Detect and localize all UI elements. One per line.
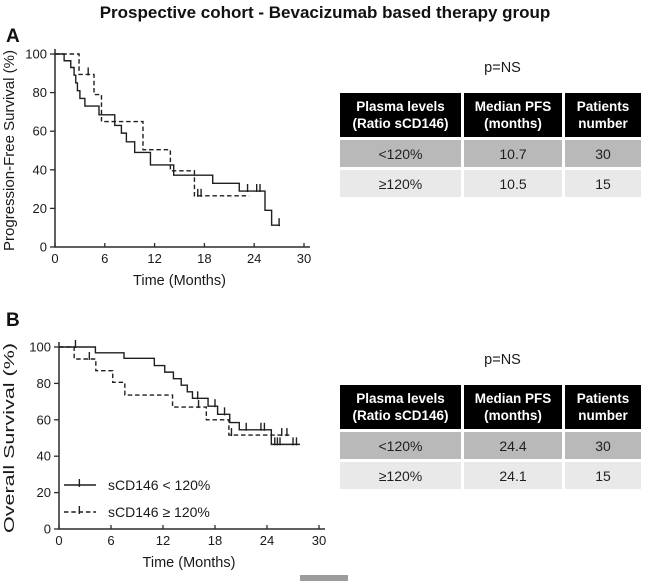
legend-label: sCD146 < 120% (108, 477, 210, 493)
km-curve-solid (59, 346, 300, 446)
os-table-header-plasma: Plasma levels (Ratio sCD146) (340, 385, 461, 429)
y-tick-label: 0 (44, 522, 51, 537)
panel-b-label: B (6, 310, 20, 331)
pfs-row1-median: 10.7 (464, 140, 562, 167)
km-curve-dashed (59, 346, 290, 436)
os-p-value: p=NS (484, 352, 521, 368)
x-tick-label: 6 (101, 251, 108, 266)
y-tick-label: 100 (29, 340, 51, 355)
page-edge-artifact (300, 575, 348, 581)
pfs-km-chart: 0 20 40 60 80 100 0 6 12 18 24 30 Time (Months) Progr… (2, 47, 311, 290)
x-tick-label: 0 (55, 533, 62, 548)
x-tick-label: 6 (107, 533, 114, 548)
y-tick-label: 20 (37, 485, 51, 500)
y-axis-label: Overall Survival (%) (2, 343, 18, 533)
x-tick-label: 30 (297, 251, 311, 266)
x-tick-label: 0 (51, 251, 58, 266)
y-tick-label: 20 (33, 201, 47, 216)
x-axis-label: Time (Months) (143, 555, 236, 571)
y-tick-label: 80 (33, 85, 47, 100)
os-table-header-median: Median PFS (months) (464, 385, 562, 429)
x-tick-label: 30 (312, 533, 326, 548)
figure-title: Prospective cohort - Bevacizumab based t… (99, 3, 551, 22)
pfs-table-header-patients: Patients number (565, 93, 641, 137)
os-row1-patients: 30 (565, 432, 641, 459)
x-axis-label: Time (Months) (133, 273, 226, 289)
os-row1-group: <120% (340, 432, 461, 459)
y-tick-label: 60 (33, 124, 47, 139)
x-tick-label: 18 (197, 251, 211, 266)
pfs-row2-patients: 15 (565, 170, 641, 197)
panel-a-label: A (6, 26, 20, 47)
pfs-row2-median: 10.5 (464, 170, 562, 197)
pfs-table-header-plasma: Plasma levels (Ratio sCD146) (340, 93, 461, 137)
y-tick-label: 40 (37, 449, 51, 464)
os-table: Plasma levels (Ratio sCD146) Median PFS … (340, 385, 641, 489)
y-tick-label: 100 (25, 47, 47, 62)
pfs-row1-patients: 30 (565, 140, 641, 167)
x-tick-label: 24 (260, 533, 274, 548)
os-table-header-patients: Patients number (565, 385, 641, 429)
os-row1-median: 24.4 (464, 432, 562, 459)
y-axis-label: Progression-Free Survival (%) (2, 50, 18, 251)
km-curve-dashed (55, 53, 250, 197)
x-tick-label: 18 (208, 533, 222, 548)
x-tick-label: 12 (147, 251, 161, 266)
x-tick-label: 12 (156, 533, 170, 548)
x-tick-label: 24 (247, 251, 261, 266)
pfs-row2-group: ≥120% (340, 170, 461, 197)
y-tick-label: 80 (37, 376, 51, 391)
y-tick-label: 40 (33, 162, 47, 177)
os-row2-group: ≥120% (340, 462, 461, 489)
legend-label: sCD146 ≥ 120% (108, 504, 210, 520)
pfs-table: Plasma levels (Ratio sCD146) Median PFS … (340, 93, 641, 197)
os-row2-median: 24.1 (464, 462, 562, 489)
pfs-table-header-median: Median PFS (months) (464, 93, 562, 137)
km-curve-solid (55, 53, 280, 226)
y-tick-label: 60 (37, 412, 51, 427)
y-tick-label: 0 (40, 240, 47, 255)
os-row2-patients: 15 (565, 462, 641, 489)
os-km-chart: 0 20 40 60 80 100 0 6 12 18 24 30 Time (Months) Overa… (2, 340, 326, 572)
pfs-row1-group: <120% (340, 140, 461, 167)
pfs-p-value: p=NS (484, 60, 521, 76)
